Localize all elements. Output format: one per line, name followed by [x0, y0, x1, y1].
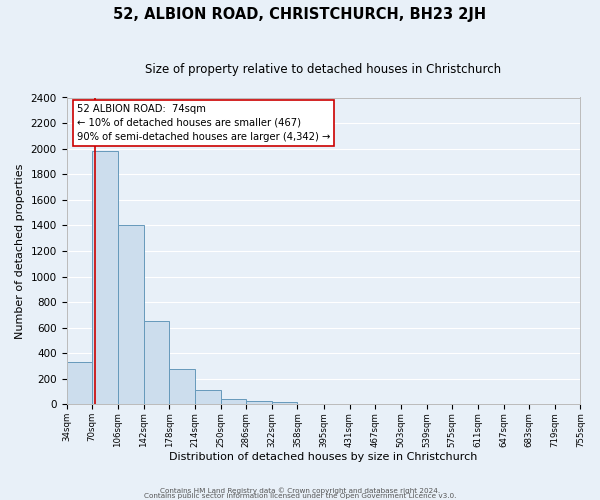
Y-axis label: Number of detached properties: Number of detached properties [15, 164, 25, 338]
Bar [272, 402, 298, 404]
Text: 52 ALBION ROAD:  74sqm
← 10% of detached houses are smaller (467)
90% of semi-de: 52 ALBION ROAD: 74sqm ← 10% of detached … [77, 104, 330, 142]
Text: Contains public sector information licensed under the Open Government Licence v3: Contains public sector information licen… [144, 493, 456, 499]
Bar [246, 400, 272, 404]
X-axis label: Distribution of detached houses by size in Christchurch: Distribution of detached houses by size … [169, 452, 478, 462]
Bar [118, 226, 143, 404]
Title: Size of property relative to detached houses in Christchurch: Size of property relative to detached ho… [145, 62, 502, 76]
Bar [92, 151, 118, 405]
Bar [143, 322, 169, 404]
Text: Contains HM Land Registry data © Crown copyright and database right 2024.: Contains HM Land Registry data © Crown c… [160, 487, 440, 494]
Bar [67, 362, 92, 405]
Bar [195, 390, 221, 404]
Text: 52, ALBION ROAD, CHRISTCHURCH, BH23 2JH: 52, ALBION ROAD, CHRISTCHURCH, BH23 2JH [113, 8, 487, 22]
Bar [221, 398, 246, 404]
Bar [169, 368, 195, 404]
